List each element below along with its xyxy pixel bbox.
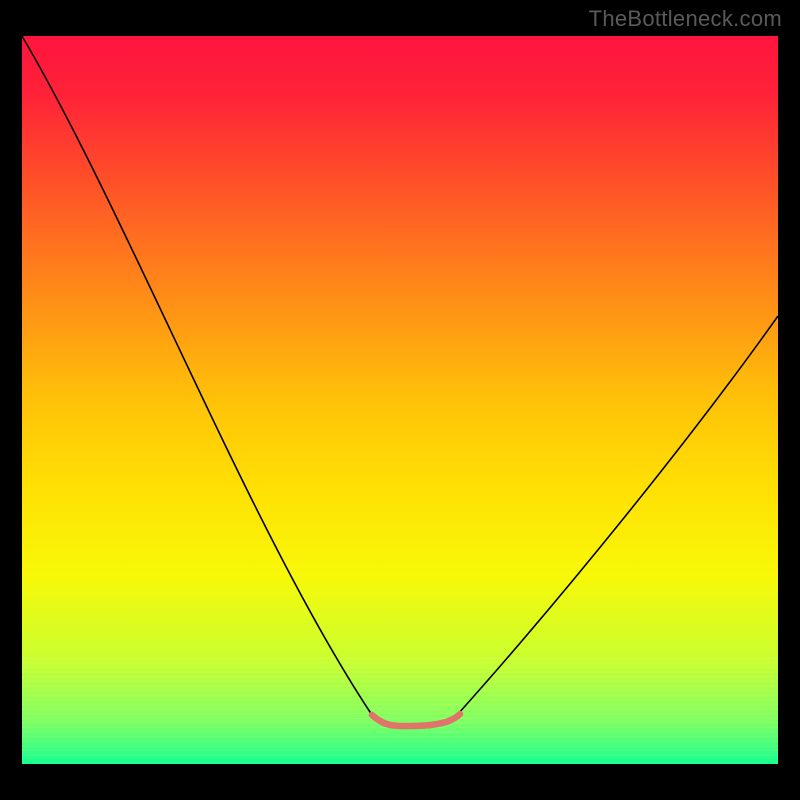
watermark-label: TheBottleneck.com [589,6,782,32]
curve-overlay [0,0,800,800]
chart-outer-frame: TheBottleneck.com [0,0,800,800]
optimal-range-marker [372,714,460,726]
bottleneck-curve [22,36,778,728]
